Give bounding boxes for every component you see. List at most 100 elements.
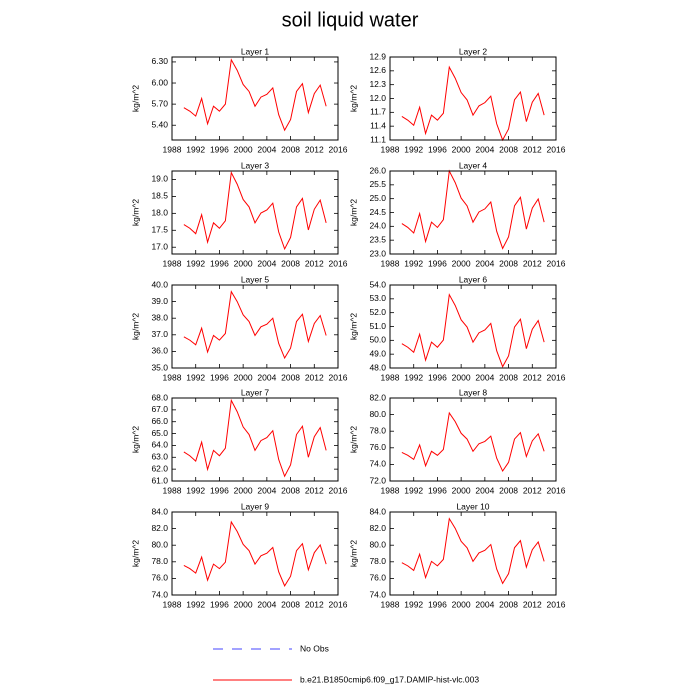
x-tick-label: 1992	[186, 144, 205, 154]
panel-title: Layer 2	[459, 46, 488, 56]
x-tick-label: 2008	[499, 258, 518, 268]
y-axis-label: kg/m^2	[348, 426, 358, 453]
figure-title: soil liquid water	[282, 9, 419, 31]
y-tick-label: 67.0	[151, 404, 168, 414]
y-tick-label: 84.0	[151, 506, 168, 516]
x-tick-label: 1988	[163, 599, 182, 609]
y-tick-label: 18.0	[151, 208, 168, 218]
x-tick-label: 2000	[234, 258, 253, 268]
x-tick-label: 2008	[281, 372, 300, 382]
data-line	[401, 517, 545, 585]
plot-frame	[171, 56, 339, 141]
data-line	[401, 169, 545, 250]
x-tick-label: 2004	[475, 144, 494, 154]
y-tick-label: 48.0	[369, 362, 386, 372]
x-tick-label: 2012	[523, 258, 542, 268]
data-line	[183, 398, 327, 478]
x-tick-label: 2008	[499, 485, 518, 495]
plot-frame	[171, 397, 339, 482]
x-tick-label: 2004	[475, 372, 494, 382]
y-tick-label: 84.0	[369, 506, 386, 516]
y-axis-label: kg/m^2	[130, 313, 140, 340]
y-tick-label: 12.9	[369, 51, 386, 61]
y-tick-label: 5.70	[151, 98, 168, 108]
y-tick-label: 74.0	[369, 589, 386, 599]
panel-title: Layer 6	[459, 274, 488, 284]
x-tick-label: 1996	[210, 372, 229, 382]
y-tick-label: 65.0	[151, 428, 168, 438]
y-tick-label: 76.0	[369, 442, 386, 452]
x-tick-label: 1988	[381, 485, 400, 495]
x-tick-label: 1992	[186, 372, 205, 382]
y-tick-label: 36.0	[151, 346, 168, 356]
y-tick-label: 19.0	[151, 174, 168, 184]
y-tick-label: 12.6	[369, 65, 386, 75]
data-line	[183, 171, 327, 251]
y-tick-label: 37.0	[151, 329, 168, 339]
x-tick-label: 2000	[452, 599, 471, 609]
x-tick-label: 2000	[234, 372, 253, 382]
x-tick-label: 1996	[428, 144, 447, 154]
y-tick-label: 49.0	[369, 348, 386, 358]
x-tick-label: 2012	[523, 599, 542, 609]
x-tick-label: 1992	[404, 599, 423, 609]
x-tick-label: 2012	[305, 485, 324, 495]
data-line	[401, 65, 545, 142]
x-tick-label: 1996	[428, 485, 447, 495]
y-tick-label: 80.0	[369, 539, 386, 549]
y-tick-label: 24.0	[369, 221, 386, 231]
panel-title: Layer 9	[241, 501, 270, 511]
x-tick-label: 2008	[281, 485, 300, 495]
y-tick-label: 78.0	[369, 556, 386, 566]
x-tick-label: 2016	[329, 258, 348, 268]
x-tick-label: 2000	[452, 258, 471, 268]
plot-frame	[171, 511, 339, 596]
y-axis-label: kg/m^2	[348, 540, 358, 567]
x-tick-label: 2000	[452, 144, 471, 154]
y-tick-label: 24.5	[369, 207, 386, 217]
y-axis-label: kg/m^2	[348, 313, 358, 340]
y-axis-label: kg/m^2	[348, 85, 358, 112]
plot-frame	[171, 284, 339, 369]
y-tick-label: 54.0	[369, 279, 386, 289]
x-tick-label: 2004	[475, 258, 494, 268]
x-tick-label: 2012	[305, 258, 324, 268]
x-tick-label: 2012	[305, 372, 324, 382]
x-tick-label: 2016	[329, 372, 348, 382]
x-tick-label: 2000	[452, 485, 471, 495]
x-tick-label: 1996	[210, 485, 229, 495]
x-tick-label: 1992	[186, 258, 205, 268]
x-tick-label: 2016	[547, 258, 566, 268]
y-axis-label: kg/m^2	[130, 199, 140, 226]
x-tick-label: 1992	[404, 258, 423, 268]
y-tick-label: 74.0	[151, 589, 168, 599]
legend-label: No Obs	[300, 643, 329, 653]
x-tick-label: 2016	[329, 485, 348, 495]
x-tick-label: 1996	[210, 599, 229, 609]
x-tick-label: 2008	[281, 144, 300, 154]
x-tick-label: 2004	[257, 599, 276, 609]
x-tick-label: 2008	[499, 599, 518, 609]
y-tick-label: 12.0	[369, 93, 386, 103]
x-tick-label: 2004	[475, 599, 494, 609]
y-tick-label: 72.0	[369, 475, 386, 485]
y-tick-label: 53.0	[369, 293, 386, 303]
y-tick-label: 18.5	[151, 191, 168, 201]
y-tick-label: 51.0	[369, 321, 386, 331]
x-tick-label: 1996	[428, 258, 447, 268]
panel-title: Layer 5	[241, 274, 270, 284]
x-tick-label: 2000	[234, 599, 253, 609]
x-tick-label: 2012	[523, 485, 542, 495]
y-tick-label: 52.0	[369, 307, 386, 317]
x-tick-label: 2008	[281, 599, 300, 609]
y-tick-label: 61.0	[151, 475, 168, 485]
data-line	[401, 293, 545, 368]
y-tick-label: 82.0	[369, 392, 386, 402]
y-tick-label: 78.0	[151, 556, 168, 566]
plot-frame	[389, 284, 557, 369]
panel-title: Layer 8	[459, 387, 488, 397]
data-line	[183, 58, 327, 132]
y-tick-label: 5.40	[151, 119, 168, 129]
y-tick-label: 6.00	[151, 77, 168, 87]
